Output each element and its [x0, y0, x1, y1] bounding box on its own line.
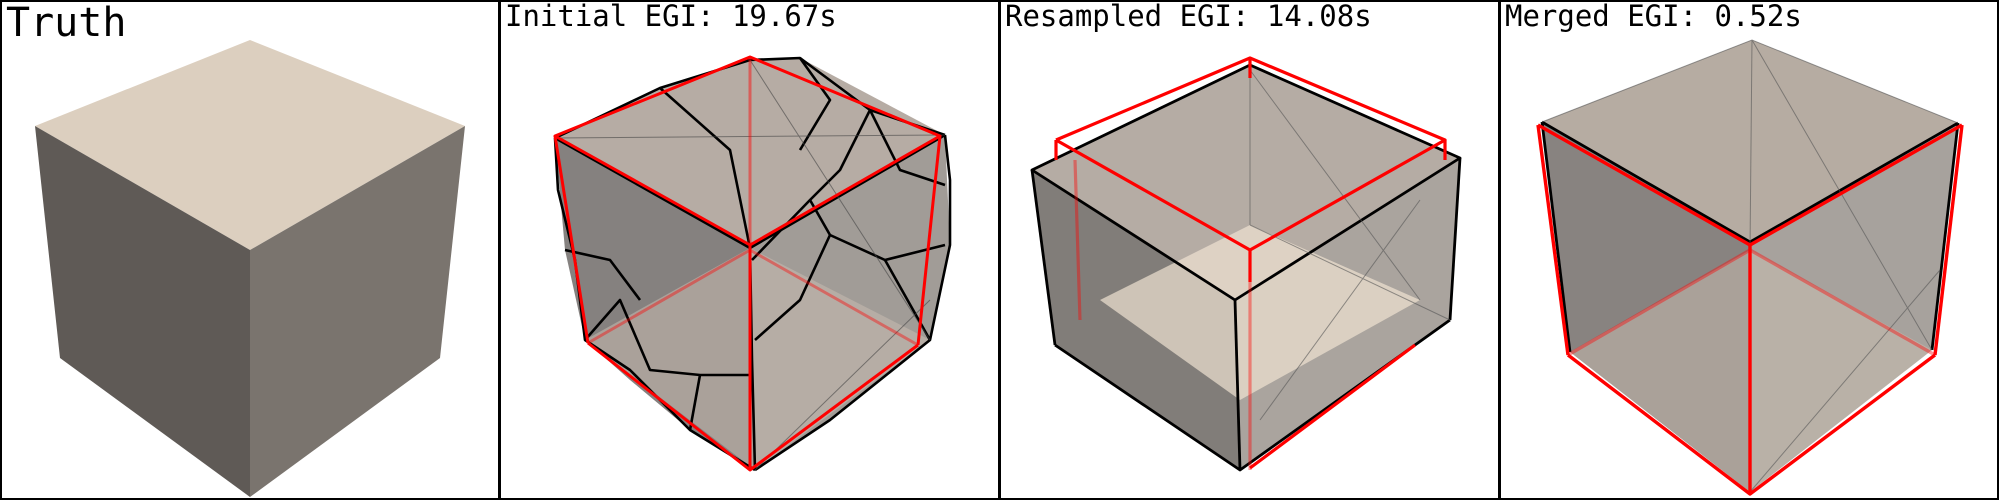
initial-truth-edge — [553, 135, 590, 344]
initial-hidden-edges — [554, 59, 946, 471]
resampled-truth-edge-hidden — [1073, 159, 1082, 321]
merged-truth-bottom — [1566, 353, 1937, 496]
initial-edge — [751, 109, 872, 261]
resampled-hidden-edge — [1249, 69, 1421, 301]
initial-edge — [688, 374, 702, 431]
resampled-hidden-edges — [1249, 65, 1451, 421]
truth-cube-right-face — [250, 126, 465, 497]
resampled-truth-wireframe — [1054, 56, 1447, 470]
initial-reconstruction — [553, 55, 952, 472]
initial-edge — [798, 57, 832, 151]
initial-edge — [808, 199, 946, 262]
initial-edge — [659, 87, 752, 249]
merged-hidden-edge — [1749, 39, 1753, 251]
panel-initial: Initial EGI: 19.67s — [499, 0, 1000, 500]
merged-hidden-edges — [1541, 39, 1959, 493]
initial-edges — [553, 56, 952, 472]
panel-truth: Truth — [0, 0, 500, 500]
resampled-edge — [1448, 157, 1462, 321]
resampled-top-face — [1032, 65, 1460, 300]
panel-truth-title: Truth — [6, 0, 126, 46]
panel-merged-title: Merged EGI: 0.52s — [1505, 0, 1802, 33]
initial-edge — [584, 298, 750, 377]
truth-cube-left-face — [35, 126, 250, 497]
initial-top-face — [555, 58, 945, 248]
resampled-hidden-edge — [1259, 199, 1421, 421]
merged-truth-wireframe — [1536, 123, 1964, 496]
panel-merged: Merged EGI: 0.52s — [1499, 0, 1999, 500]
panel-resampled-title: Resampled EGI: 14.08s — [1005, 0, 1372, 33]
initial-truth-wireframe — [553, 55, 942, 472]
initial-edge — [554, 56, 946, 140]
truth-cube — [35, 40, 465, 497]
merged-truth-bottom-hidden — [1567, 248, 1936, 357]
initial-hidden-edge — [754, 299, 931, 471]
resampled-truth-bottom — [1249, 343, 1416, 470]
initial-floor-face — [585, 248, 930, 470]
resampled-edge — [1233, 299, 1242, 471]
initial-edge — [868, 109, 946, 187]
resampled-floor-face — [1100, 225, 1420, 400]
merged-top-face — [1542, 40, 1958, 242]
resampled-reconstruction — [1030, 56, 1462, 472]
initial-truth-bottom-hidden — [587, 248, 919, 347]
initial-hidden-edge — [554, 134, 946, 139]
initial-edge — [754, 234, 832, 341]
initial-edge — [883, 259, 932, 341]
merged-hidden-edge — [1749, 269, 1941, 493]
resampled-edge — [1030, 169, 1057, 346]
merged-truth-edge — [1536, 124, 1570, 356]
merged-edge — [1930, 122, 1960, 351]
initial-edge — [564, 248, 642, 301]
panel-resampled: Resampled EGI: 14.08s — [999, 0, 1500, 500]
initial-hidden-edge — [749, 59, 931, 341]
initial-edge — [754, 134, 952, 472]
initial-truth-bottom — [587, 341, 919, 472]
resampled-hidden-edge — [1249, 224, 1451, 321]
panel-initial-title: Initial EGI: 19.67s — [505, 0, 837, 33]
initial-truth-edge — [916, 135, 942, 346]
merged-truth-edge — [1933, 124, 1964, 356]
merged-hidden-edge — [1751, 39, 1933, 351]
merged-edge — [1540, 121, 1572, 353]
merged-reconstruction — [1536, 39, 1964, 496]
truth-cube-top-face — [35, 40, 465, 250]
